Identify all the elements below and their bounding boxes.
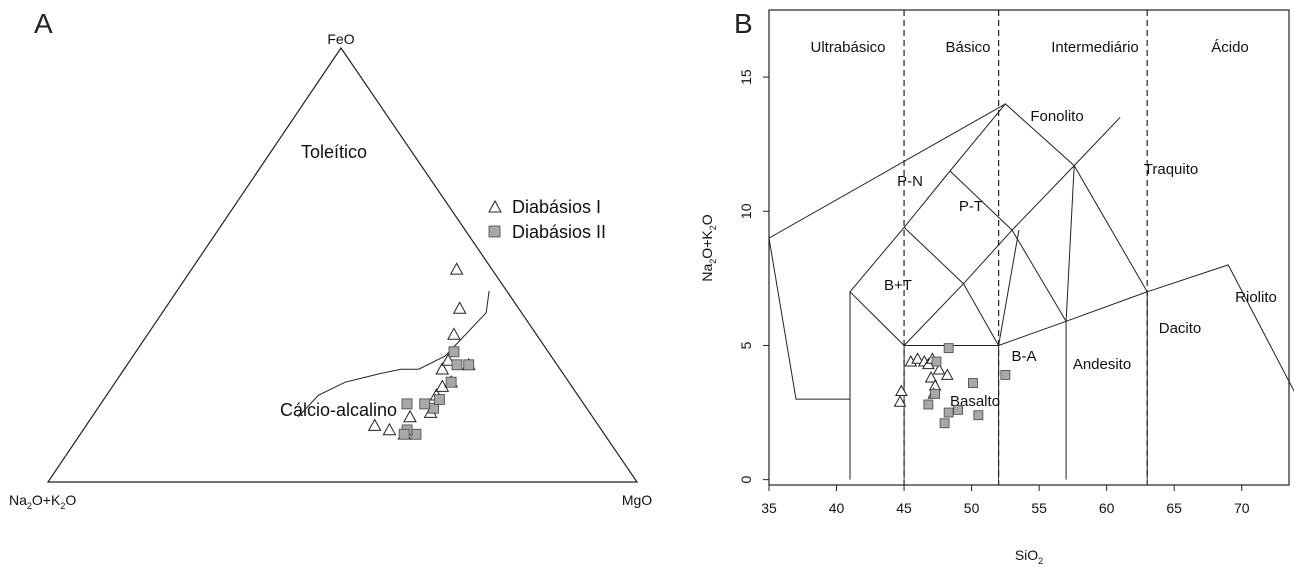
x-axis-label: SiO2 <box>1015 547 1043 566</box>
afm-point-diabasios-i <box>449 262 464 275</box>
afm-point-diabasios-i <box>441 353 455 366</box>
afm-point-diabasios-i <box>367 418 382 431</box>
tas-field-boundaries <box>768 103 1294 480</box>
tas-point-diabasios-ii <box>968 378 978 388</box>
tas-point-diabasios-i <box>911 352 924 364</box>
header-basico: Básico <box>945 39 990 56</box>
afm-point-diabasios-ii <box>419 398 431 410</box>
tas-point-diabasios-ii <box>939 418 950 429</box>
tas-points <box>893 343 1011 429</box>
tas-point-diabasios-ii <box>923 399 934 410</box>
afm-point-diabasios-i <box>435 362 450 375</box>
vertex-alkali: Na2O+K2O <box>9 492 76 511</box>
plot-frame <box>768 9 1290 486</box>
tas-point-diabasios-i <box>893 395 907 407</box>
vertex-mgo: MgO <box>622 492 652 508</box>
afm-point-diabasios-i <box>382 422 397 436</box>
afm-point-diabasios-ii <box>448 346 460 358</box>
x-tick-label: 50 <box>964 500 980 516</box>
tas-line <box>768 103 1006 400</box>
tas-point-diabasios-ii <box>930 388 941 399</box>
field-traquito: Traquito <box>1144 161 1198 178</box>
field-b-a: B-A <box>1011 348 1036 365</box>
tas-point-diabasios-ii <box>931 356 942 367</box>
tas-line <box>903 116 1121 346</box>
tas-point-diabasios-ii <box>943 343 954 354</box>
silica-division-lines <box>903 10 1148 485</box>
legend: Diabásios I Diabásios II <box>488 197 606 242</box>
header-ultrabasico: Ultrabásico <box>810 39 885 56</box>
panel-b-letter: B <box>734 8 753 39</box>
legend-label-diabasios-i: Diabásios I <box>512 197 601 217</box>
y-tick-label: 15 <box>738 69 754 85</box>
afm-point-diabasios-ii <box>398 428 410 440</box>
field-label-calcio-alcalino: Cálcio-alcalino <box>280 400 397 420</box>
tas-point-diabasios-ii <box>973 410 984 421</box>
axis-ticks: 35 40 45 50 55 60 65 70 0 5 10 15 <box>738 69 1250 516</box>
panel-a-letter: A <box>34 8 53 39</box>
afm-points <box>367 262 476 440</box>
tas-point-diabasios-i <box>924 371 938 383</box>
tas-point-diabasios-ii <box>1000 370 1011 380</box>
field-b-t: B+T <box>884 277 912 294</box>
tas-line <box>849 103 1148 480</box>
legend-triangle-icon <box>488 199 502 213</box>
header-acido: Ácido <box>1211 39 1249 56</box>
tas-line <box>849 291 905 346</box>
tas-line <box>1011 229 1067 322</box>
header-intermediario: Intermediário <box>1051 39 1139 56</box>
field-fonolito: Fonolito <box>1030 108 1083 125</box>
tas-point-diabasios-i <box>895 384 908 396</box>
x-tick-label: 70 <box>1234 500 1250 516</box>
field-label-toleitico: Toleítico <box>301 142 367 162</box>
field-andesito: Andesito <box>1073 356 1131 373</box>
afm-point-diabasios-ii <box>401 398 413 410</box>
afm-point-diabasios-ii <box>433 394 445 405</box>
y-tick-label: 5 <box>738 341 754 349</box>
afm-point-diabasios-ii <box>463 359 475 371</box>
x-tick-label: 40 <box>829 500 845 516</box>
field-p-n: P-N <box>897 173 923 190</box>
field-dacito: Dacito <box>1159 320 1202 337</box>
afm-point-diabasios-ii <box>451 359 463 371</box>
tas-point-diabasios-ii <box>953 404 963 415</box>
tas-point-diabasios-i <box>940 368 954 380</box>
tas-line <box>903 227 964 285</box>
afm-point-diabasios-i <box>452 301 467 314</box>
tas-line <box>963 283 1000 346</box>
x-tick-label: 60 <box>1099 500 1115 516</box>
afm-point-diabasios-ii <box>445 376 457 388</box>
tas-point-diabasios-ii <box>943 407 954 418</box>
panel-b: B 35 40 45 50 55 60 65 70 0 5 10 15 Ultrabásico Bás… <box>699 8 1294 566</box>
tas-point-diabasios-i <box>932 363 946 375</box>
afm-point-diabasios-i <box>447 327 461 340</box>
tas-line <box>1065 165 1075 480</box>
ternary-frame <box>46 46 639 483</box>
vertex-feo: FeO <box>327 31 354 47</box>
panel-a: A FeO Na2O+K2O MgO Toleítico Cálcio-alca… <box>9 8 652 511</box>
field-riolito: Riolito <box>1235 289 1277 306</box>
y-axis-label: Na2O+K2O <box>699 214 718 281</box>
y-tick-label: 10 <box>738 203 754 219</box>
x-tick-label: 45 <box>896 500 912 516</box>
x-tick-label: 55 <box>1031 500 1047 516</box>
legend-square-icon <box>488 225 501 238</box>
afm-point-diabasios-i <box>403 409 417 423</box>
field-p-t: P-T <box>959 198 983 215</box>
legend-label-diabasios-ii: Diabásios II <box>512 222 606 242</box>
y-tick-label: 0 <box>738 476 754 484</box>
afm-boundary-curve <box>297 290 490 418</box>
tas-line <box>949 170 1013 231</box>
x-tick-label: 35 <box>761 500 777 516</box>
x-tick-label: 65 <box>1166 500 1182 516</box>
